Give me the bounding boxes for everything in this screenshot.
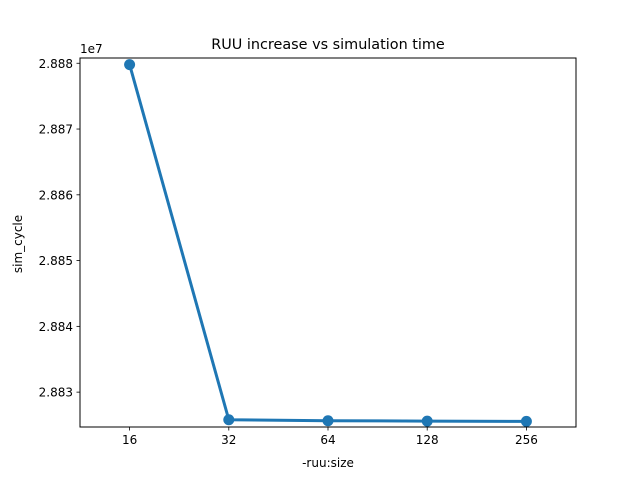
y-tick-label: 2.887	[39, 123, 73, 137]
y-tick-label: 2.884	[39, 320, 73, 334]
y-tick-label: 2.885	[39, 254, 73, 268]
y-axis-label: sim_cycle	[11, 215, 25, 273]
data-point	[223, 414, 235, 426]
x-tick-label: 16	[122, 433, 137, 447]
x-tick-label: 64	[320, 433, 335, 447]
chart-title: RUU increase vs simulation time	[211, 37, 445, 53]
y-axis-offset-label: 1e7	[80, 42, 103, 56]
data-point	[322, 415, 334, 427]
y-tick-label: 2.888	[39, 57, 73, 71]
x-tick-label: 256	[515, 433, 538, 447]
data-point	[520, 415, 532, 427]
data-point	[124, 59, 136, 71]
x-tick-label: 128	[416, 433, 439, 447]
plot-frame	[79, 57, 577, 428]
y-tick-label: 2.886	[39, 188, 73, 202]
x-axis-label: -ruu:size	[302, 456, 354, 470]
y-tick-label: 2.883	[39, 386, 73, 400]
x-tick-label: 32	[221, 433, 236, 447]
data-point	[421, 415, 433, 427]
